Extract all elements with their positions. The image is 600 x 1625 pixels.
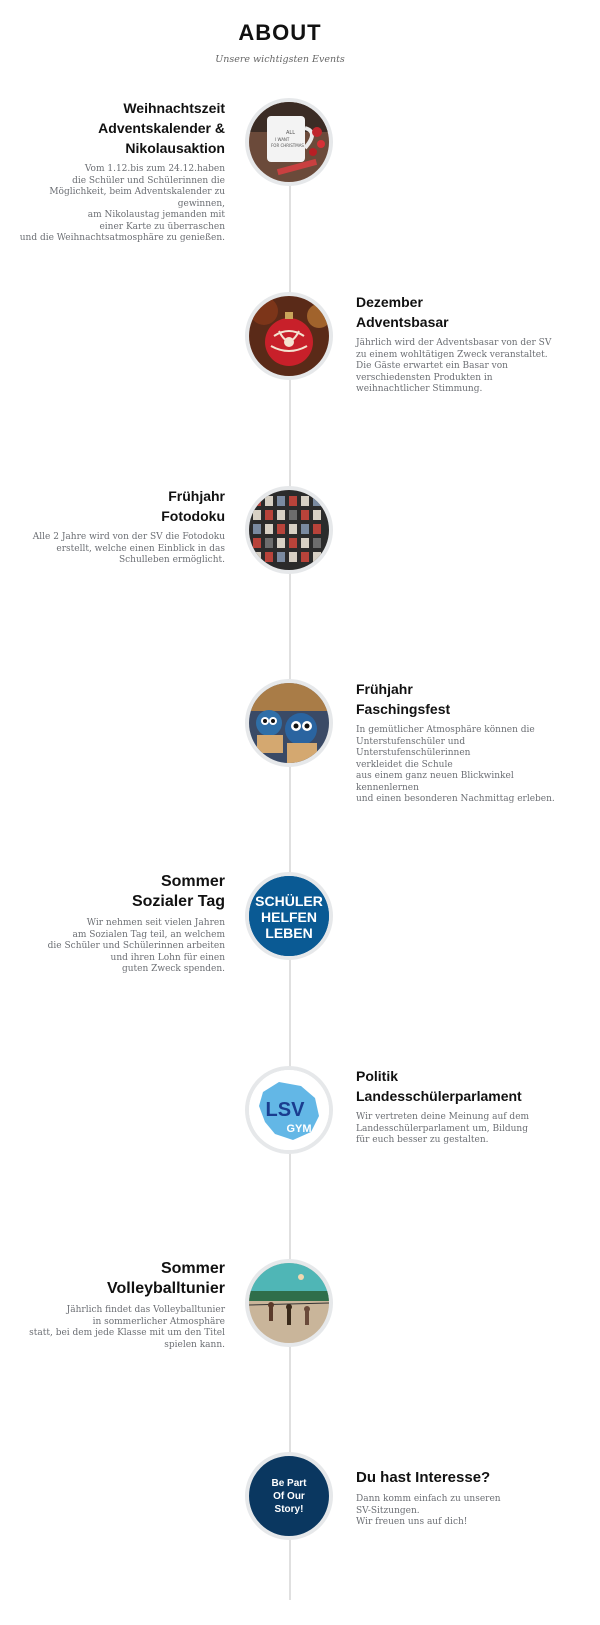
- event-description: Dann komm einfach zu unseren SV-Sitzunge…: [356, 1494, 501, 1527]
- logo-text: LEBEN: [265, 925, 312, 941]
- event-title: Frühjahr: [168, 488, 225, 504]
- circle-text: Be Part Of Our Story!: [271, 1477, 307, 1515]
- event-description: Wir nehmen seit vielen Jahren am Soziale…: [47, 918, 225, 974]
- event-subtitle: Adventskalender & Nikolausaktion: [98, 120, 225, 156]
- event-title: Politik: [356, 1068, 399, 1084]
- event-title: Dezember: [356, 294, 423, 310]
- event-description: Jährlich wird der Adventsbasar von der S…: [356, 338, 552, 394]
- event-text: Politik Landesschülerparlament Wir vertr…: [356, 1066, 571, 1147]
- logo-text: SCHÜLER: [255, 893, 323, 909]
- logo-text: GYM: [286, 1123, 311, 1135]
- event-text: Dezember Adventsbasar Jährlich wird der …: [356, 292, 571, 396]
- page-title: ABOUT: [238, 20, 322, 45]
- event-title: Weihnachtszeit: [123, 100, 225, 116]
- event-description: Vom 1.12.bis zum 24.12.haben die Schüler…: [19, 164, 225, 243]
- event-text: Frühjahr Fotodoku Alle 2 Jahre wird von …: [10, 486, 225, 567]
- event-text: Sommer Sozialer Tag Wir nehmen seit viel…: [10, 872, 225, 976]
- event-title: Sommer: [160, 1260, 225, 1277]
- event-text: Weihnachtszeit Adventskalender & Nikolau…: [10, 98, 225, 245]
- svg-text:I WANT: I WANT: [275, 137, 290, 142]
- event-subtitle: Landesschülerparlament: [356, 1088, 522, 1104]
- carnival-cupcakes-image: [245, 679, 333, 767]
- event-description: Wir vertreten deine Meinung auf dem Land…: [356, 1112, 530, 1145]
- event-description: Alle 2 Jahre wird von der SV die Fotodok…: [32, 532, 225, 565]
- page-subtitle: Unsere wichtigsten Events: [215, 54, 345, 65]
- event-title: Frühjahr: [356, 681, 413, 697]
- be-part-of-our-story-button[interactable]: Be Part Of Our Story!: [245, 1452, 333, 1540]
- event-subtitle: Volleyballtunier: [107, 1280, 225, 1297]
- event-description: Jährlich findet das Volleyballtunier in …: [29, 1305, 225, 1350]
- svg-text:FOR CHRISTMAS: FOR CHRISTMAS: [271, 143, 304, 148]
- photo-grid-image: [245, 486, 333, 574]
- event-subtitle: Faschingsfest: [356, 701, 451, 717]
- logo-text: HELFEN: [261, 909, 317, 925]
- event-title: Du hast Interesse?: [356, 1469, 491, 1486]
- event-subtitle: Sozialer Tag: [131, 893, 225, 910]
- beach-volleyball-image: [245, 1259, 333, 1347]
- logo-text: LSV: [266, 1099, 306, 1121]
- event-text: Du hast Interesse? Dann komm einfach zu …: [356, 1468, 571, 1529]
- event-text: Sommer Volleyballtunier Jährlich findet …: [10, 1259, 225, 1351]
- svg-text:ALL: ALL: [286, 130, 295, 136]
- lsv-gym-logo: LSV GYM: [245, 1066, 333, 1154]
- event-subtitle: Fotodoku: [161, 508, 225, 524]
- event-description: In gemütlicher Atmosphäre können die Unt…: [356, 725, 555, 804]
- event-subtitle: Adventsbasar: [356, 314, 449, 330]
- christmas-mug-image: ALL I WANT FOR CHRISTMAS: [245, 98, 333, 186]
- event-title: Sommer: [160, 873, 225, 890]
- schueler-helfen-leben-logo: SCHÜLER HELFEN LEBEN: [245, 872, 333, 960]
- event-text: Frühjahr Faschingsfest In gemütlicher At…: [356, 679, 571, 806]
- christmas-ornament-image: [245, 292, 333, 380]
